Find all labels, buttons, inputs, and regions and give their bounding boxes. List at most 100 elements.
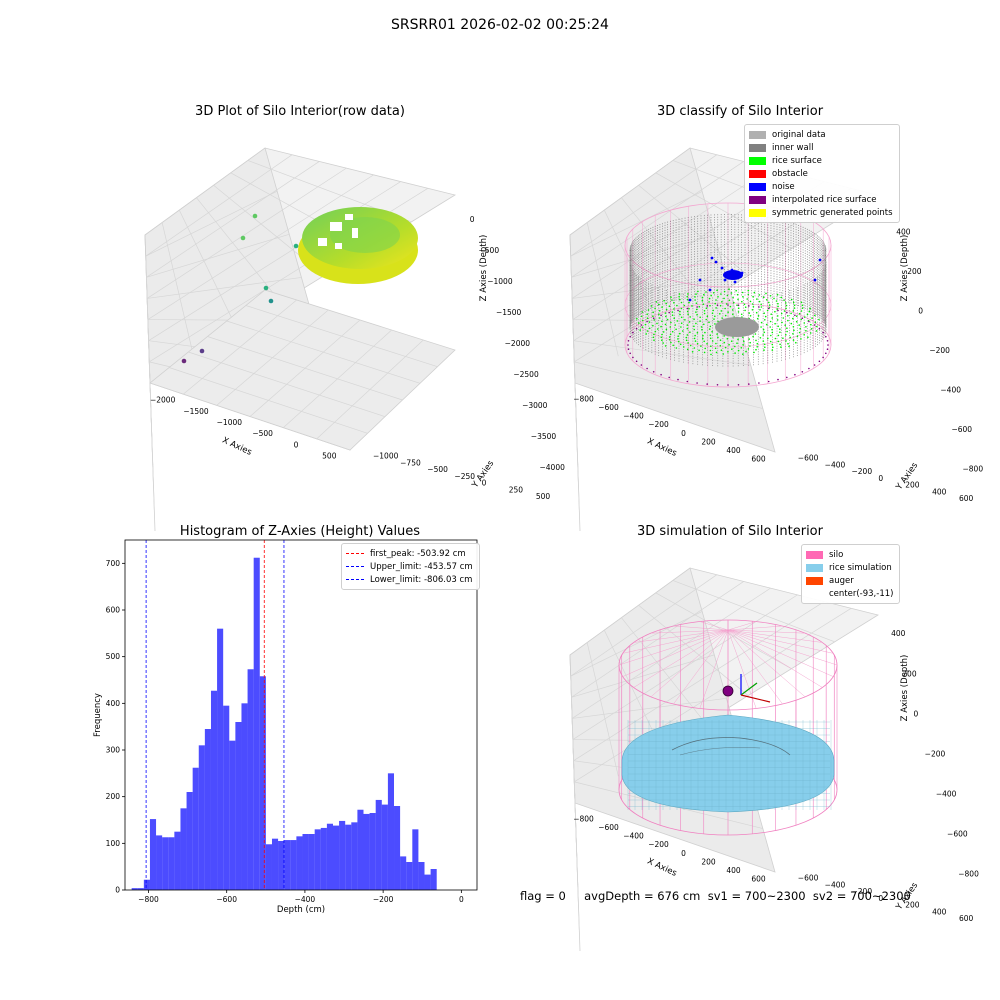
p2-rice-point	[741, 291, 744, 294]
p2-rice-point	[700, 345, 702, 347]
p2-rice-point	[714, 347, 717, 350]
p2-rice-point	[787, 319, 789, 322]
p2-rice-point	[665, 315, 667, 318]
p1-gridline	[147, 174, 374, 320]
p2-rice-point	[746, 298, 748, 300]
p2-rice-point	[673, 302, 675, 304]
p2-interp-point	[808, 367, 810, 370]
p1-zlabel: Z Axies (Depth)	[479, 235, 489, 302]
legend-label: noise	[772, 181, 795, 192]
p2-xtick: −400	[623, 412, 644, 421]
p2-rice-point	[725, 303, 728, 305]
p2-rice-point	[779, 343, 781, 346]
p2-rice-point	[806, 313, 809, 316]
p2-rice-point	[754, 333, 757, 335]
p2-rice-point	[799, 327, 801, 330]
p2-rice-point	[717, 296, 719, 298]
p2-rice-point	[704, 331, 706, 334]
p1-gridline	[161, 222, 194, 357]
p2-rice-point	[646, 317, 649, 320]
histogram-ytick-label: 700	[106, 559, 121, 568]
p2-rice-point	[727, 351, 729, 353]
p2-rice-point	[744, 309, 746, 312]
p2-rice-point	[716, 289, 718, 292]
histogram-bar	[259, 676, 266, 890]
p2-rice-point	[782, 337, 784, 340]
legend-swatch	[749, 130, 766, 139]
histogram-bar	[308, 834, 315, 890]
p2-interp-point	[635, 360, 638, 363]
p2-rice-point	[686, 348, 689, 351]
p2-rice-point	[744, 306, 747, 309]
legend-entry: center(-93,-11)	[806, 587, 893, 600]
p2-rice-point	[641, 326, 644, 329]
p4-ztick: −400	[936, 789, 957, 798]
histogram-bar	[375, 799, 382, 890]
p2-rice-point	[756, 342, 759, 345]
p2-rice-point	[650, 305, 653, 307]
p2-rice-point	[694, 299, 696, 301]
p2-interp-point	[706, 305, 708, 307]
p2-rice-point	[694, 340, 697, 342]
p2-rice-point	[736, 304, 738, 307]
p1-gridline	[146, 161, 320, 278]
p2-rice-point	[686, 295, 688, 298]
p2-rice-point	[700, 326, 703, 328]
p2-rice-point	[785, 334, 787, 336]
p2-rice-point	[737, 311, 740, 313]
p4-ztick: 0	[913, 709, 918, 718]
p2-rice-point	[764, 346, 766, 349]
p2-rice-point	[816, 325, 818, 328]
p2-interp-point	[727, 384, 729, 386]
p2-rice-point	[809, 332, 812, 334]
p2-interp-point	[822, 356, 824, 359]
p2-rice-point	[670, 296, 672, 299]
p2-rice-point	[798, 331, 801, 334]
p2-rice-point	[790, 298, 793, 301]
p2-rice-point	[719, 304, 722, 307]
p2-rice-point	[685, 339, 688, 342]
histogram-xtick-label: −400	[295, 895, 316, 904]
p2-ytick: −200	[852, 467, 873, 476]
legend-label: center(-93,-11)	[829, 588, 894, 599]
p2-ytick: 600	[959, 494, 974, 503]
p2-rice-point	[662, 342, 664, 344]
p2-rice-point	[688, 301, 690, 304]
p2-rice-point	[680, 316, 683, 319]
p1-cloud-center	[330, 217, 400, 253]
p4-axis-arrow-x	[740, 694, 771, 703]
p4-gridline	[672, 580, 835, 643]
p4-xtick: −600	[598, 823, 619, 832]
p2-rice-point	[636, 318, 638, 320]
p1-gridline	[178, 209, 238, 330]
p2-noise-point	[710, 256, 714, 260]
histogram-ytick-label: 300	[106, 746, 121, 755]
p4-silo-roof-strut	[727, 621, 757, 631]
p1-floor-gridline	[245, 305, 438, 368]
p2-interp-point	[777, 309, 779, 312]
legend-swatch	[749, 169, 766, 178]
histogram-bar	[412, 829, 419, 890]
p2-rice-point	[661, 320, 663, 323]
p2-rice-point	[671, 330, 674, 333]
p2-rice-point	[705, 291, 707, 293]
p2-rice-point	[708, 301, 710, 303]
p2-rice-point	[726, 294, 729, 297]
p2-ytick: 0	[878, 474, 883, 483]
p2-interp-point	[646, 320, 648, 323]
p2-rice-point	[777, 305, 779, 308]
p2-rice-point	[655, 301, 658, 303]
p2-rice-point	[653, 339, 655, 342]
legend-entry: first_peak: -503.92 cm	[346, 547, 473, 560]
p2-rice-point	[697, 290, 699, 293]
p2-rice-point	[777, 334, 780, 337]
p2-interp-point	[635, 327, 638, 330]
p2-rice-point	[693, 318, 695, 321]
p2-rice-point	[793, 329, 795, 332]
p2-noise-point	[720, 266, 724, 270]
p2-rice-point	[717, 336, 719, 339]
p2-rice-point	[699, 320, 701, 322]
histogram-bar	[326, 823, 333, 890]
legend-line-swatch	[346, 566, 364, 567]
p4-xtick: −200	[648, 840, 669, 849]
